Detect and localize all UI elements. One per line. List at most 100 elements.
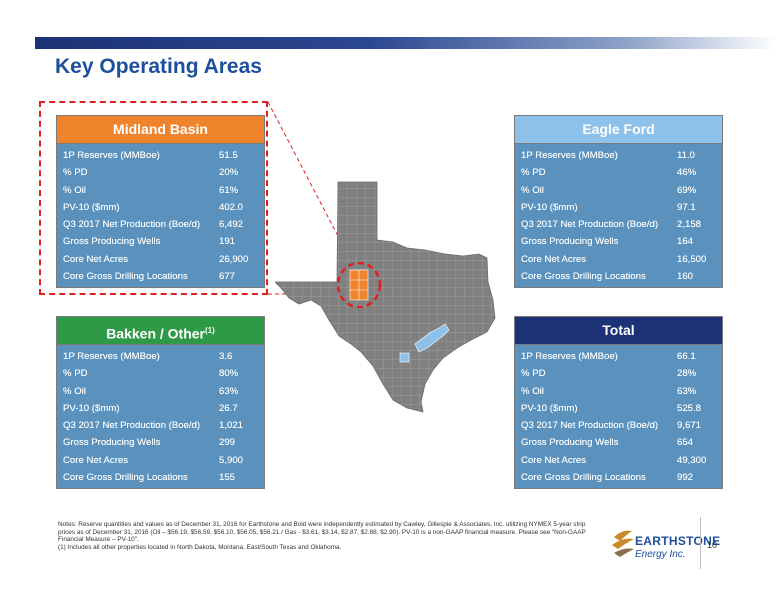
page-title: Key Operating Areas xyxy=(55,55,262,78)
bakken-card: Bakken / Other(1) 1P Reserves (MMBoe) 3.6… xyxy=(56,316,265,490)
row-label: Gross Producing Wells xyxy=(63,236,161,248)
row-label: PV-10 ($mm) xyxy=(521,201,578,213)
table-row: Q3 2017 Net Production (Boe/d) 2,158 xyxy=(515,216,722,233)
texas-map xyxy=(275,181,496,413)
table-row: Q3 2017 Net Production (Boe/d) 6,492 xyxy=(57,216,264,233)
table-row: Gross Producing Wells 654 xyxy=(515,434,722,451)
table-row: 1P Reserves (MMBoe) 3.6 xyxy=(57,348,264,365)
row-label: Q3 2017 Net Production (Boe/d) xyxy=(521,219,659,231)
bakken-header-label: Bakken / Other xyxy=(106,325,206,342)
row-label: % PD xyxy=(63,368,88,380)
total-header: Total xyxy=(514,316,723,344)
row-value: 20% xyxy=(219,167,239,179)
row-label: Gross Producing Wells xyxy=(521,437,619,449)
row-label: % Oil xyxy=(521,385,544,397)
row-value: 61% xyxy=(219,184,239,196)
header-bar xyxy=(35,37,776,49)
row-value: 80% xyxy=(219,368,239,380)
row-value: 155 xyxy=(219,472,236,484)
table-row: % PD 20% xyxy=(57,164,264,181)
row-label: Core Gross Drilling Locations xyxy=(521,271,646,283)
row-value: 26.7 xyxy=(219,402,238,414)
footnote-1: (1) Includes all other properties locate… xyxy=(58,543,342,551)
row-value: 1,021 xyxy=(219,420,244,432)
row-label: % Oil xyxy=(63,184,86,196)
midland-header: Midland Basin xyxy=(56,115,265,143)
table-row: % Oil 63% xyxy=(515,383,722,400)
table-row: PV-10 ($mm) 26.7 xyxy=(57,400,264,417)
total-table: 1P Reserves (MMBoe) 66.1 % PD 28% % Oil 63% PV… xyxy=(514,344,723,490)
row-label: % PD xyxy=(521,368,546,380)
logo-divider xyxy=(700,517,701,569)
table-row: Core Gross Drilling Locations 992 xyxy=(515,469,722,486)
eagle-ford-counties xyxy=(414,323,450,353)
row-label: Q3 2017 Net Production (Boe/d) xyxy=(63,219,201,231)
row-label: 1P Reserves (MMBoe) xyxy=(521,150,618,161)
row-value: 63% xyxy=(677,385,697,397)
bakken-table: 1P Reserves (MMBoe) 3.6 % PD 80% % Oil 63% PV-… xyxy=(56,344,265,490)
row-value: 2,158 xyxy=(677,219,702,231)
row-label: Gross Producing Wells xyxy=(63,437,161,449)
row-label: PV-10 ($mm) xyxy=(521,402,578,414)
logo-name: EARTHSTONE xyxy=(635,534,721,548)
table-row: Core Net Acres 5,900 xyxy=(57,452,264,469)
row-value: 49,300 xyxy=(677,454,707,466)
row-value: 46% xyxy=(677,167,697,179)
row-value: 525.8 xyxy=(677,402,702,414)
row-value: 26,900 xyxy=(219,253,249,265)
table-row: Gross Producing Wells 164 xyxy=(515,233,722,250)
row-label: Core Gross Drilling Locations xyxy=(521,472,646,484)
row-label: % PD xyxy=(521,167,546,179)
row-label: Q3 2017 Net Production (Boe/d) xyxy=(521,420,659,432)
eagle-ford-county-south xyxy=(399,352,410,363)
row-label: 1P Reserves (MMBoe) xyxy=(521,351,618,362)
row-label: 1P Reserves (MMBoe) xyxy=(63,351,160,362)
midland-card: Midland Basin 1P Reserves (MMBoe) 51.5 % P… xyxy=(56,115,265,289)
eagle-ford-card: Eagle Ford 1P Reserves (MMBoe) 11.0 % PD 46… xyxy=(514,115,723,289)
footnote-notes: Notes: Reserve quantities and values as … xyxy=(58,521,586,544)
row-value: 299 xyxy=(219,437,236,449)
table-row: Core Gross Drilling Locations 160 xyxy=(515,268,722,285)
row-value: 51.5 xyxy=(219,150,238,161)
table-row: 1P Reserves (MMBoe) 11.0 xyxy=(515,147,722,164)
table-row: % PD 80% xyxy=(57,365,264,382)
table-row: Core Gross Drilling Locations 155 xyxy=(57,469,264,486)
row-label: 1P Reserves (MMBoe) xyxy=(63,150,160,161)
row-label: Core Gross Drilling Locations xyxy=(63,472,188,484)
table-row: % PD 28% xyxy=(515,365,722,382)
table-row: Q3 2017 Net Production (Boe/d) 1,021 xyxy=(57,417,264,434)
row-value: 9,671 xyxy=(677,420,702,432)
row-label: Core Gross Drilling Locations xyxy=(63,271,188,283)
eagle-ford-header: Eagle Ford xyxy=(514,115,723,143)
texas-shape xyxy=(275,181,496,413)
table-row: Core Net Acres 16,500 xyxy=(515,251,722,268)
row-label: % PD xyxy=(63,167,88,179)
footnotes: Notes: Reserve quantities and values as … xyxy=(58,521,598,551)
row-value: 69% xyxy=(677,184,697,196)
eagle-ford-table: 1P Reserves (MMBoe) 11.0 % PD 46% % Oil 69% PV… xyxy=(514,143,723,289)
bakken-header: Bakken / Other(1) xyxy=(56,316,265,344)
row-value: 16,500 xyxy=(677,253,707,265)
row-value: 191 xyxy=(219,236,236,248)
bakken-footnote-ref: (1) xyxy=(205,326,215,335)
row-label: % Oil xyxy=(521,184,544,196)
page-number: 10 xyxy=(707,540,718,550)
table-row: % Oil 63% xyxy=(57,383,264,400)
row-value: 677 xyxy=(219,271,236,283)
table-row: Core Net Acres 26,900 xyxy=(57,251,264,268)
row-label: % Oil xyxy=(63,385,86,397)
table-row: Core Gross Drilling Locations 677 xyxy=(57,268,264,285)
row-value: 6,492 xyxy=(219,219,244,231)
row-label: Core Net Acres xyxy=(521,454,587,466)
table-row: % Oil 69% xyxy=(515,182,722,199)
table-row: PV-10 ($mm) 97.1 xyxy=(515,199,722,216)
logo-subtitle: Energy Inc. xyxy=(635,549,686,560)
row-value: 97.1 xyxy=(677,201,696,213)
row-value: 164 xyxy=(677,236,694,248)
row-label: PV-10 ($mm) xyxy=(63,201,120,213)
table-row: % Oil 61% xyxy=(57,182,264,199)
row-value: 5,900 xyxy=(219,454,244,466)
row-value: 654 xyxy=(677,437,694,449)
table-row: Gross Producing Wells 191 xyxy=(57,233,264,250)
row-label: Core Net Acres xyxy=(63,454,129,466)
